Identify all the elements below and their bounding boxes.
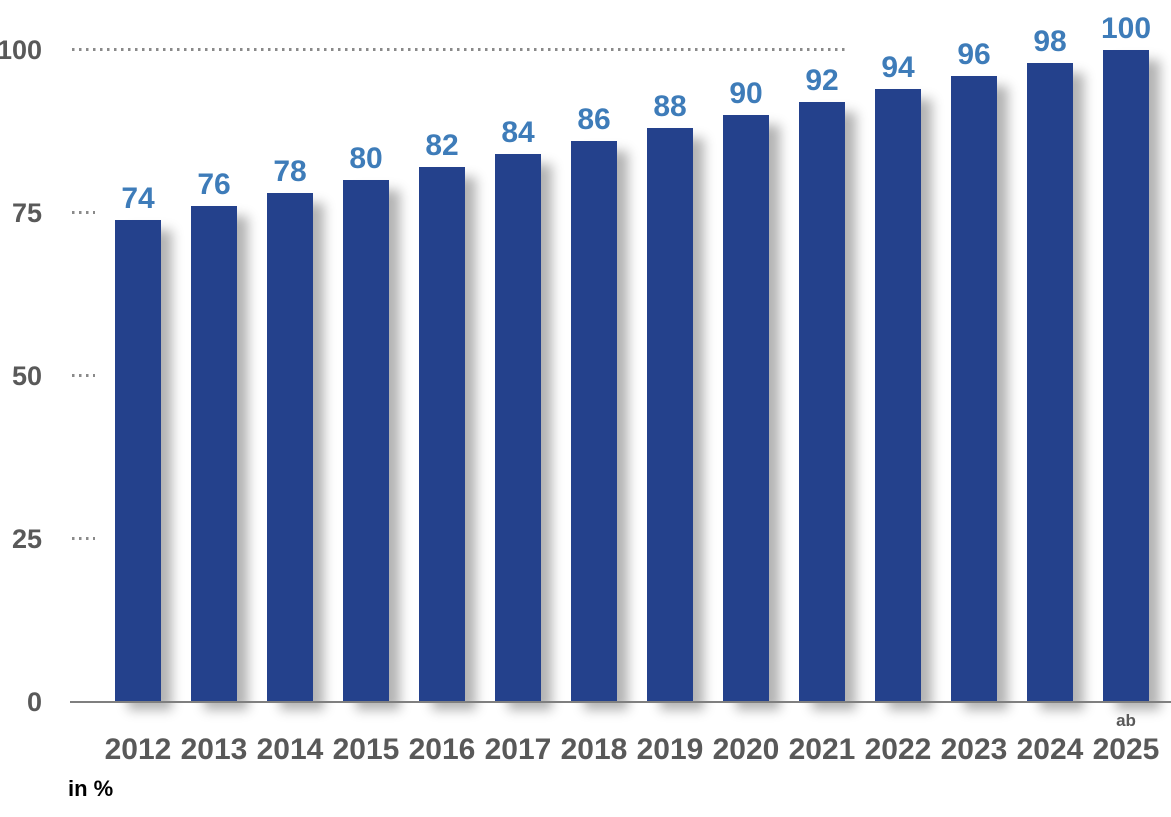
bar-value-label: 100: [1100, 12, 1152, 45]
y-tick-label: 100: [0, 35, 42, 65]
bar-value-label: 80: [349, 142, 383, 175]
x-tick-label: 2022: [864, 733, 932, 766]
x-tick-label: 2012: [104, 733, 172, 766]
x-tick-label: 2025: [1092, 733, 1160, 766]
bar-value-label: 90: [729, 77, 763, 110]
x-axis-line: [70, 701, 1171, 703]
bar: [115, 220, 161, 702]
x-tick-label-prefix: ab: [1116, 711, 1136, 730]
bar: [647, 128, 693, 702]
gridline-100: [72, 48, 848, 51]
y-tick-dots: [72, 537, 95, 540]
bar: [799, 102, 845, 702]
bar-value-label: 84: [501, 116, 535, 149]
bar: [191, 206, 237, 702]
bar: [267, 193, 313, 702]
x-tick-label: 2014: [256, 733, 324, 766]
y-tick-dots: [72, 374, 95, 377]
y-tick-label: 0: [26, 687, 42, 717]
y-tick-dots: [72, 211, 95, 214]
y-tick-label: 25: [11, 524, 42, 554]
x-tick-label: 2018: [560, 733, 628, 766]
bar-value-label: 76: [197, 168, 231, 201]
x-tick-label: 2015: [332, 733, 400, 766]
bar-value-label: 88: [653, 90, 687, 123]
bar-value-label: 96: [957, 38, 991, 71]
bar-value-label: 94: [881, 51, 915, 84]
bar-value-label: 86: [577, 103, 611, 136]
bar: [1103, 50, 1149, 702]
bar-value-label: 92: [805, 64, 839, 97]
unit-label: in %: [68, 776, 114, 801]
y-tick-label: 75: [11, 198, 42, 228]
x-tick-label: 2013: [180, 733, 248, 766]
bar: [495, 154, 541, 702]
bar: [875, 89, 921, 702]
bar: [1027, 63, 1073, 702]
bar-value-label: 78: [273, 155, 307, 188]
bar-value-label: 82: [425, 129, 459, 162]
x-tick-label: 2017: [484, 733, 552, 766]
x-tick-label: 2016: [408, 733, 476, 766]
bar: [951, 76, 997, 702]
bar: [343, 180, 389, 702]
x-tick-label: 2021: [788, 733, 856, 766]
bar-value-label: 98: [1033, 25, 1067, 58]
bar: [571, 141, 617, 702]
x-tick-label: 2019: [636, 733, 704, 766]
x-tick-label: 2024: [1016, 733, 1084, 766]
x-tick-label: 2023: [940, 733, 1008, 766]
x-tick-label: 2020: [712, 733, 780, 766]
y-tick-label: 50: [11, 361, 42, 391]
bar: [419, 167, 465, 702]
bar: [723, 115, 769, 702]
bar-value-label: 74: [121, 182, 155, 215]
